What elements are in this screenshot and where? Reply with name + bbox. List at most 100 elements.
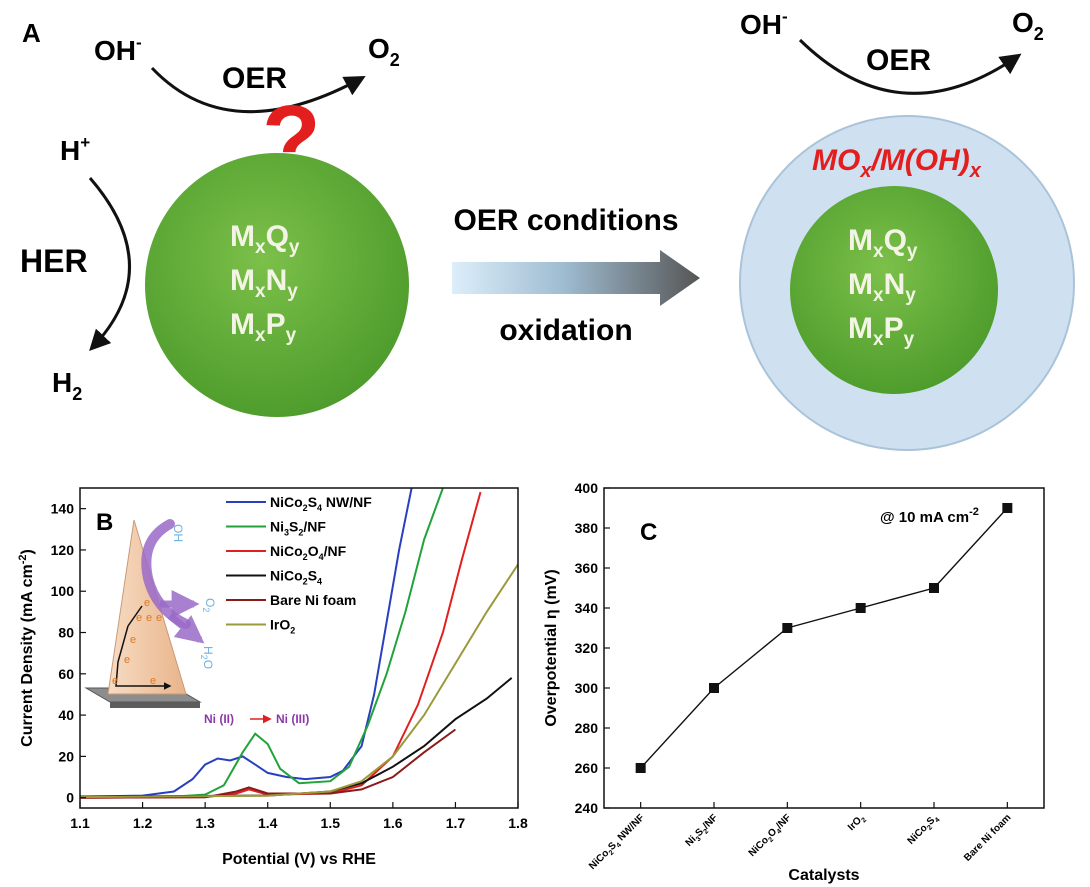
overpotential-point-6: [1002, 503, 1013, 513]
overpotential-point-5: [929, 583, 939, 593]
plot-b-frame: [79, 487, 519, 809]
electron-label-7: e: [112, 675, 118, 687]
x-tick-label: 1.2: [133, 815, 153, 831]
inset-schematic: OH O2 H2O e e e e e e e e: [84, 519, 217, 708]
overpotential-point-3: [782, 623, 793, 633]
c-x-axis-title: Catalysts: [788, 867, 859, 884]
panel-c-chart: 240 260 280 300 320 340 360 380 400 NiCo2S4 NW/NF…: [543, 480, 1045, 884]
legend-label-3: NiCo2O4/NF: [270, 543, 347, 562]
ni-ii-label: Ni (II): [204, 712, 234, 726]
h2o-arrow: [167, 613, 205, 644]
left-oer-product: O2: [368, 33, 400, 70]
left-particle: [145, 153, 409, 417]
oh-arrow: [141, 519, 191, 629]
y-tick-label: 0: [66, 790, 74, 806]
x-tick-label: 1.8: [508, 815, 528, 831]
inset-o2: O2: [201, 598, 217, 612]
c-y-tick-label: 400: [575, 480, 599, 496]
electron-label-8: e: [150, 675, 156, 687]
c-y-tick-label: 260: [575, 760, 599, 776]
x-tick-label: 1.7: [446, 815, 466, 831]
panel-c-label: C: [640, 519, 657, 546]
electron-label-6: e: [124, 654, 130, 666]
legend-label-1: NiCo2S4 NW/NF: [270, 494, 372, 513]
series-line-2: [80, 488, 444, 799]
y-tick-label: 20: [58, 748, 74, 764]
shell-label: MOx/M(OH)x: [812, 144, 982, 182]
y-tick-label: 80: [58, 625, 74, 641]
overpotential-point-4: [855, 603, 866, 613]
current-density-annotation: @ 10 mA cm-2: [880, 506, 979, 526]
y-tick-label: 60: [58, 666, 74, 682]
overpotential-point-1: [635, 763, 646, 773]
left-particle-row-1: MxQy: [230, 220, 300, 258]
panel-b-chart: 1.1 1.2 1.3 1.4 1.5 1.6 1.7 1.8 0 20 40 60 80 100 120 1…: [17, 487, 528, 868]
c-y-tick-label: 240: [575, 800, 599, 816]
panel-b-label: B: [96, 509, 113, 536]
series-line-3: [80, 491, 482, 799]
legend-label-5: Bare Ni foam: [270, 592, 356, 608]
c-y-tick-label: 380: [575, 520, 599, 536]
her-product: H2: [52, 367, 82, 404]
c-y-tick-label: 280: [575, 720, 599, 736]
electron-label-4: e: [156, 612, 162, 624]
left-particle-row-3: MxPy: [230, 308, 297, 346]
left-oer-reactant: OH-: [94, 33, 142, 66]
c-y-tick-label: 300: [575, 680, 599, 696]
panel-a: A OH- OER O2 ? H+ HER H2 MxQy MxNy MxPy …: [20, 7, 1075, 451]
arrow-top-label: OER conditions: [454, 204, 679, 237]
right-particle-row-2: MxNy: [848, 268, 916, 306]
her-reactant: H+: [60, 133, 90, 166]
x-tick-label: 1.4: [258, 815, 278, 831]
c-y-tick-label: 320: [575, 640, 599, 656]
c-category-label-4: IrO2: [846, 812, 868, 834]
electron-path: [115, 625, 172, 690]
panel-b: 1.1 1.2 1.3 1.4 1.5 1.6 1.7 1.8 0 20 40 60 80 100 120 1…: [17, 487, 528, 868]
electron-path-top: [127, 605, 143, 627]
series-line-6: [80, 563, 518, 799]
plot-c-frame: [603, 487, 1045, 809]
x-axis-title: Potential (V) vs RHE: [222, 851, 376, 868]
right-oer-product: O2: [1012, 7, 1044, 44]
electron-label-2: e: [136, 612, 142, 624]
her-arrow: [88, 177, 131, 352]
y-tick-label: 120: [51, 542, 75, 558]
y-axis-title: Current Density (mA cm-2): [17, 549, 36, 747]
legend-label-4: NiCo2S4: [270, 568, 322, 587]
panel-c: 240 260 280 300 320 340 360 380 400 NiCo2S4 NW/NF…: [543, 480, 1045, 884]
oxidation-arrow: [452, 250, 700, 306]
y-tick-label: 40: [58, 707, 74, 723]
legend-label-6: IrO2: [270, 617, 295, 636]
right-particle: [790, 186, 998, 394]
left-oer-label: OER: [222, 62, 287, 95]
right-oer-reactant: OH-: [740, 7, 788, 40]
right-particle-row-1: MxQy: [848, 224, 918, 262]
x-tick-label: 1.3: [195, 815, 215, 831]
c-category-label-5: NiCo2S4: [906, 812, 942, 848]
c-category-label-3: NiCo2O4/NF: [747, 812, 795, 860]
overpotential-line: [640, 507, 1008, 769]
electron-label-1: e: [144, 597, 150, 609]
c-y-axis-title: Overpotential η (mV): [543, 569, 560, 726]
y-tick-label: 100: [51, 583, 75, 599]
y-tick-label: 140: [51, 501, 75, 517]
electron-label-5: e: [130, 634, 136, 646]
right-oer-arrow: [798, 38, 1022, 95]
left-oer-arrow: [150, 66, 366, 114]
her-label: HER: [20, 243, 88, 279]
substrate-plate-side: [110, 702, 200, 708]
c-category-label-1: NiCo2S4 NW/NF: [587, 812, 648, 873]
series-line-1: [80, 488, 413, 798]
overpotential-point-2: [709, 683, 719, 693]
plot-b-series-group: [80, 488, 518, 799]
inset-h2o: H2O: [199, 646, 215, 669]
inset-oh: OH: [171, 524, 185, 542]
x-tick-label: 1.6: [383, 815, 403, 831]
arrow-bottom-label: oxidation: [499, 314, 632, 347]
ni-iii-label: Ni (III): [276, 712, 309, 726]
legend-label-2: Ni3S2/NF: [270, 519, 326, 538]
c-y-tick-label: 340: [575, 600, 599, 616]
electron-label-3: e: [146, 612, 152, 624]
c-category-label-2: Ni3S2/NF: [684, 812, 722, 850]
